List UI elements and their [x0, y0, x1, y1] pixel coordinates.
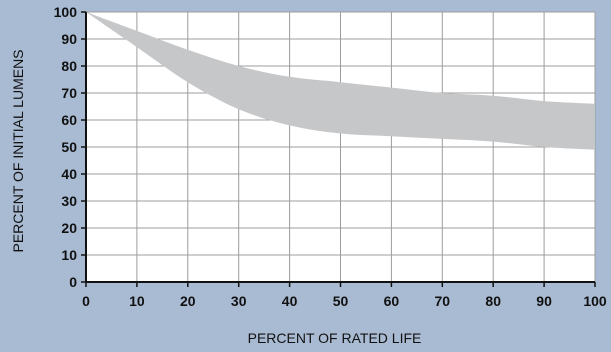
x-tick-label: 90	[536, 293, 552, 309]
y-tick-labels: 0 10 20 30 40 50 60 70 80 90 100	[54, 4, 78, 290]
y-tick-label: 20	[61, 220, 77, 236]
x-tick-marks	[85, 282, 596, 287]
x-tick-label: 40	[282, 293, 298, 309]
x-tick-label: 50	[333, 293, 349, 309]
x-tick-label: 100	[583, 293, 607, 309]
x-tick-label: 10	[129, 293, 145, 309]
y-tick-marks	[81, 11, 86, 283]
y-tick-label: 90	[61, 31, 77, 47]
y-tick-label: 100	[54, 4, 78, 20]
y-tick-label: 70	[61, 85, 77, 101]
y-tick-label: 0	[69, 274, 77, 290]
x-tick-label: 80	[485, 293, 501, 309]
x-tick-label: 30	[231, 293, 247, 309]
x-tick-label: 20	[180, 293, 196, 309]
x-tick-labels: 0 10 20 30 40 50 60 70 80 90 100	[82, 293, 607, 309]
y-tick-label: 80	[61, 58, 77, 74]
y-tick-label: 60	[61, 112, 77, 128]
y-tick-label: 10	[61, 247, 77, 263]
x-axis-title: PERCENT OF RATED LIFE	[248, 330, 422, 346]
x-tick-label: 60	[384, 293, 400, 309]
y-tick-label: 40	[61, 166, 77, 182]
y-axis-title: PERCENT OF INITIAL LUMENS	[10, 49, 26, 252]
lumen-range-band	[86, 12, 595, 150]
x-tick-label: 0	[82, 293, 90, 309]
y-tick-label: 50	[61, 139, 77, 155]
x-tick-label: 70	[435, 293, 451, 309]
y-tick-label: 30	[61, 193, 77, 209]
